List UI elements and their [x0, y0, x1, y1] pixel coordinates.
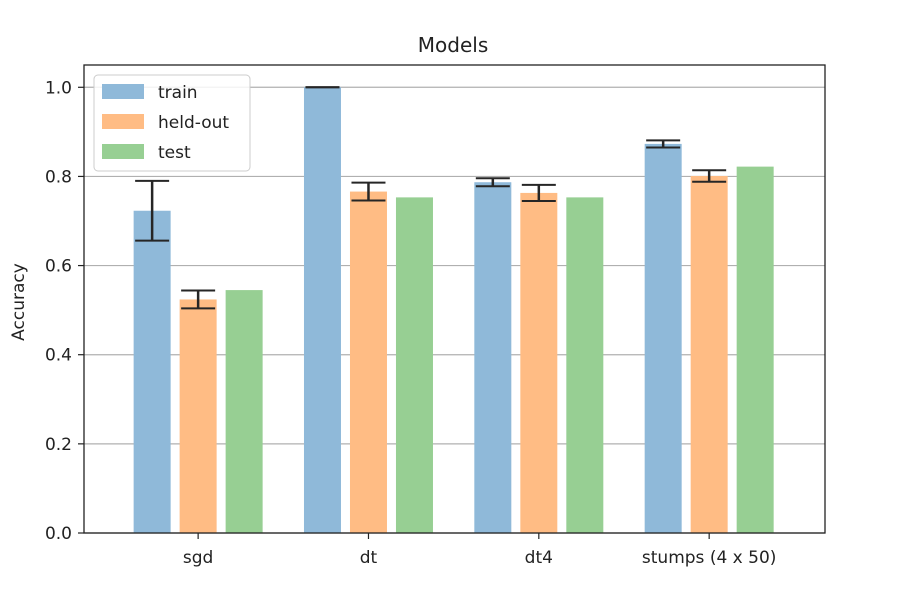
x-tick-label: dt4	[525, 548, 553, 568]
legend-swatch-held-out	[102, 114, 144, 129]
y-axis-label: Accuracy	[9, 263, 29, 341]
bar-test	[395, 197, 433, 533]
bar-held-out	[179, 299, 217, 533]
y-axis-ticks: 0.0 0.2 0.4 0.6 0.8 1.0	[45, 78, 84, 544]
x-axis-ticks: sgd dt dt4 stumps (4 x 50)	[183, 533, 777, 568]
legend-label-test: test	[158, 143, 191, 163]
y-tick-label: 0.4	[45, 346, 72, 366]
bar-train	[303, 87, 341, 534]
y-tick-label: 1.0	[45, 78, 72, 98]
bars	[133, 87, 774, 534]
plot-frame	[83, 64, 826, 534]
bar-test	[736, 166, 774, 533]
x-tick-label: dt	[360, 548, 378, 568]
legend: train held-out test	[93, 74, 251, 172]
x-tick-label: sgd	[183, 548, 213, 568]
legend-swatch-test	[102, 144, 144, 159]
bar-held-out	[690, 175, 728, 534]
y-tick-label: 0.0	[45, 524, 72, 544]
bar-test	[225, 290, 263, 533]
y-tick-label: 0.2	[45, 435, 72, 455]
legend-label-train: train	[158, 83, 198, 103]
x-tick-label: stumps (4 x 50)	[642, 548, 777, 568]
bar-held-out	[520, 192, 558, 534]
bar-train	[133, 210, 171, 533]
chart-title: Models	[418, 33, 488, 57]
bar-held-out	[349, 191, 387, 533]
bar-train	[644, 143, 682, 534]
error-bars	[135, 86, 727, 310]
bar-train	[474, 182, 512, 534]
legend-label-held-out: held-out	[158, 113, 229, 133]
bar-test	[566, 197, 604, 533]
y-tick-label: 0.8	[45, 167, 72, 187]
legend-swatch-train	[102, 84, 144, 99]
y-tick-label: 0.6	[45, 257, 72, 277]
